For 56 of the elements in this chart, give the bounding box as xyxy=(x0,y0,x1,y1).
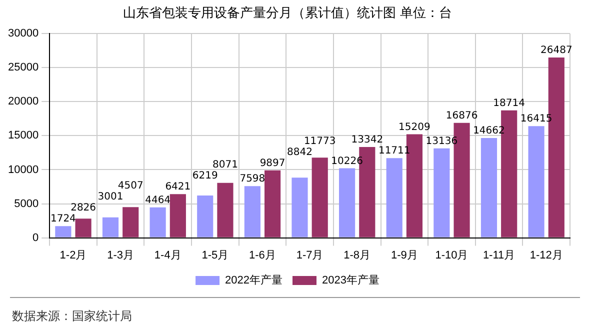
x-tick-label: 1-3月 xyxy=(107,249,134,262)
bar xyxy=(264,170,281,238)
data-label: 7598 xyxy=(240,174,266,185)
data-label: 8071 xyxy=(212,160,238,171)
x-tick-label: 1-6月 xyxy=(249,249,276,262)
data-label: 8842 xyxy=(287,147,312,158)
data-label: 2826 xyxy=(70,202,96,214)
y-tick-label: 10000 xyxy=(8,164,39,176)
bar xyxy=(339,168,356,238)
data-label: 13342 xyxy=(351,134,384,146)
bar xyxy=(55,226,72,238)
x-tick-label: 1-4月 xyxy=(154,249,182,262)
data-label: 9897 xyxy=(260,158,286,170)
bar xyxy=(480,138,498,238)
data-label: 4464 xyxy=(145,195,171,206)
x-tick-label: 1-10月 xyxy=(435,249,468,262)
data-label: 6421 xyxy=(165,182,191,193)
source-note: 数据来源：国家统计局 xyxy=(12,308,132,325)
data-label: 18714 xyxy=(493,98,525,110)
chart-title: 山东省包装专用设备产量分月（累计值）统计图 单位：台 xyxy=(122,6,452,22)
bar xyxy=(292,178,308,238)
bar xyxy=(386,158,402,238)
x-tick-label: 1-9月 xyxy=(390,249,418,262)
x-tick-label: 1-2月 xyxy=(60,249,87,262)
data-label: 15209 xyxy=(398,122,430,133)
data-label: 4507 xyxy=(118,180,144,192)
x-tick-label: 1-8月 xyxy=(344,249,371,262)
data-label: 26487 xyxy=(540,45,572,56)
x-tick-label: 1-5月 xyxy=(202,249,229,262)
data-label: 11773 xyxy=(304,136,336,148)
bar xyxy=(122,207,139,238)
x-tick-label: 1-11月 xyxy=(482,249,516,262)
bar xyxy=(102,217,119,238)
bar xyxy=(528,126,544,238)
data-label: 16876 xyxy=(446,110,478,122)
bar xyxy=(197,195,214,238)
data-label: 1724 xyxy=(50,214,76,225)
bar xyxy=(244,186,260,238)
y-tick-label: 5000 xyxy=(14,198,39,210)
bar xyxy=(434,148,450,238)
bar xyxy=(217,182,234,238)
y-tick-label: 25000 xyxy=(8,62,39,74)
y-tick-label: 20000 xyxy=(8,96,39,108)
data-label: 6219 xyxy=(192,170,218,182)
bar xyxy=(312,158,328,238)
y-tick-label: 15000 xyxy=(8,130,39,142)
bar xyxy=(150,207,166,238)
bar xyxy=(75,218,92,238)
x-tick-label: 1-12月 xyxy=(530,249,563,262)
legend-label: 2022年产量 xyxy=(225,274,283,287)
data-label: 3001 xyxy=(98,192,124,203)
y-tick-label: 0 xyxy=(32,232,39,244)
bar xyxy=(170,194,186,238)
legend-label: 2023年产量 xyxy=(322,274,380,287)
y-tick-label: 30000 xyxy=(8,28,39,40)
x-tick-label: 1-7月 xyxy=(296,249,324,262)
